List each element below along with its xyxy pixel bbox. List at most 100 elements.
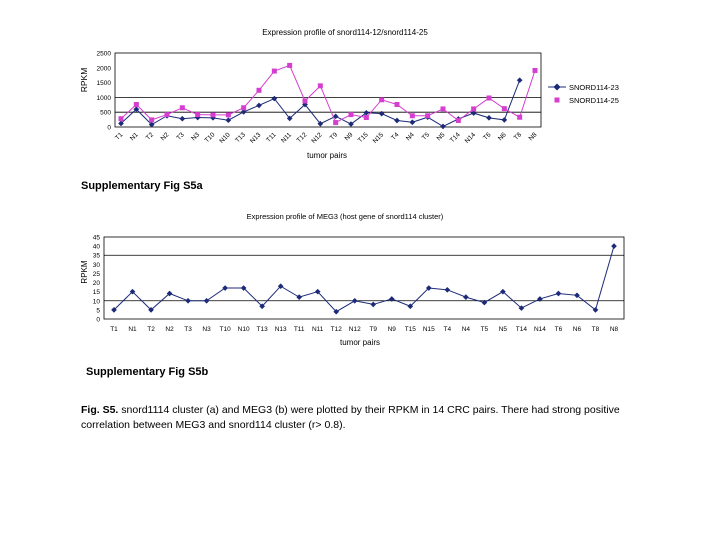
a-series-1-point bbox=[179, 115, 186, 122]
a-x-tick-label: T2 bbox=[145, 131, 156, 142]
a-series-2-point bbox=[471, 106, 477, 112]
b-y-tick-label: 30 bbox=[93, 262, 101, 269]
a-series-2-point bbox=[179, 105, 185, 111]
a-series-2-point bbox=[317, 83, 323, 89]
chart-b-y-ticks: 0 5 10 15 20 25 30 35 40 45 bbox=[93, 235, 101, 324]
b-series-1-point bbox=[203, 297, 210, 304]
b-y-tick-label: 10 bbox=[93, 298, 101, 305]
a-y-tick-label: 500 bbox=[100, 110, 111, 117]
a-series-2-point bbox=[379, 97, 385, 103]
chart-b-title: Expression profile of MEG3 (host gene of… bbox=[247, 212, 444, 221]
chart-b-gridlines bbox=[104, 254, 624, 302]
b-series-1-point bbox=[129, 288, 136, 295]
a-series-2-point bbox=[394, 102, 400, 108]
b-x-tick-label: T2 bbox=[147, 326, 155, 333]
a-x-tick-label: T6 bbox=[482, 131, 493, 142]
b-x-tick-label: N5 bbox=[499, 326, 508, 333]
b-series-1-point bbox=[259, 303, 265, 310]
b-y-tick-label: 0 bbox=[96, 317, 100, 324]
chart-a-plot-area bbox=[114, 52, 542, 128]
a-x-tick-label: N3 bbox=[190, 131, 201, 142]
a-series-2-point bbox=[271, 68, 277, 74]
a-series-2-point bbox=[195, 112, 201, 118]
b-series-1-point bbox=[185, 297, 191, 304]
b-series-1-point bbox=[370, 301, 377, 308]
a-x-tick-label: N6 bbox=[497, 131, 508, 142]
a-series-2-point bbox=[501, 106, 507, 112]
chart-a-y-ticks: 0 500 1000 1500 2000 2500 bbox=[97, 51, 112, 132]
b-y-tick-label: 5 bbox=[96, 307, 100, 314]
a-series-1-point bbox=[256, 102, 262, 109]
b-series-1-point bbox=[296, 294, 303, 300]
a-series-1-point bbox=[363, 109, 370, 116]
b-x-tick-label: T3 bbox=[184, 326, 192, 333]
b-series-1-point bbox=[407, 303, 414, 310]
a-x-tick-label: T1 bbox=[114, 131, 125, 142]
a-series-2-point bbox=[517, 114, 523, 120]
b-x-tick-label: N8 bbox=[610, 326, 619, 333]
a-series-1-point bbox=[317, 120, 324, 127]
legend-label-series-2: SNORD114-25 bbox=[569, 96, 619, 105]
b-series-1-point bbox=[222, 285, 228, 291]
a-x-tick-label: N2 bbox=[160, 131, 171, 142]
b-y-tick-label: 15 bbox=[93, 289, 101, 296]
b-series-1-point bbox=[537, 296, 543, 302]
a-series-2-point bbox=[302, 98, 308, 104]
chart-a-ylabel: RPKM bbox=[79, 68, 89, 93]
a-series-1-point bbox=[470, 110, 477, 116]
a-series-2-line bbox=[120, 64, 536, 124]
a-series-1-point bbox=[118, 120, 124, 127]
b-x-tick-label: T1 bbox=[110, 326, 118, 333]
b-series-1-point bbox=[111, 307, 117, 313]
chart-b-x-ticks: T1 N1 T2 N2 T3 N3 T10 N10 T13 N13 T11 N11 T12 N12 T9 N9… bbox=[110, 326, 618, 333]
a-series-1-point bbox=[378, 110, 385, 117]
chart-a: Expression profile of snord114-12/snord1… bbox=[79, 28, 619, 160]
chart-a-xlabel: tumor pairs bbox=[307, 151, 347, 160]
b-series-1-point bbox=[574, 292, 580, 299]
chart-b-xlabel: tumor pairs bbox=[340, 338, 380, 347]
a-series-2-point bbox=[210, 112, 216, 118]
a-series-2-point bbox=[256, 87, 262, 93]
a-series-2-point bbox=[241, 105, 247, 111]
a-y-tick-label: 2500 bbox=[97, 51, 112, 58]
b-x-tick-label: N2 bbox=[165, 326, 174, 333]
chart-b-plot-area bbox=[103, 236, 625, 320]
a-series-2-point bbox=[333, 120, 339, 126]
b-x-tick-label: N1 bbox=[128, 326, 137, 333]
legend-marker-series-2 bbox=[554, 97, 560, 103]
b-y-tick-label: 35 bbox=[93, 253, 101, 260]
a-series-2-point bbox=[287, 62, 293, 68]
b-series-1-point bbox=[314, 288, 321, 295]
b-x-tick-label: N9 bbox=[388, 326, 397, 333]
b-series-1-point bbox=[351, 297, 358, 304]
a-y-tick-label: 2000 bbox=[97, 65, 112, 72]
b-x-tick-label: T11 bbox=[294, 326, 305, 333]
a-x-tick-label: T5 bbox=[421, 131, 432, 142]
b-x-tick-label: N14 bbox=[534, 326, 546, 333]
a-series-1-point bbox=[332, 113, 339, 120]
b-series-1-point bbox=[481, 299, 488, 306]
b-x-tick-label: N3 bbox=[202, 326, 211, 333]
b-x-tick-label: N10 bbox=[238, 326, 250, 333]
b-x-tick-label: T10 bbox=[220, 326, 232, 333]
b-series-1-point bbox=[425, 285, 432, 291]
a-series-2-point bbox=[118, 116, 124, 122]
b-x-tick-label: T5 bbox=[481, 326, 489, 333]
b-y-tick-label: 40 bbox=[93, 244, 101, 251]
a-series-1-point bbox=[286, 115, 293, 122]
a-x-tick-label: T8 bbox=[513, 131, 524, 142]
b-series-1-point bbox=[444, 287, 451, 293]
b-series-1-point bbox=[148, 307, 154, 313]
b-series-1-line bbox=[113, 245, 615, 313]
a-x-tick-label: T3 bbox=[175, 131, 186, 142]
chart-b-series bbox=[111, 243, 617, 315]
a-x-tick-label: N8 bbox=[528, 131, 539, 142]
b-y-tick-label: 45 bbox=[93, 235, 101, 242]
b-series-1-point bbox=[388, 296, 395, 302]
a-y-tick-label: 1500 bbox=[97, 80, 112, 87]
a-series-2-point bbox=[440, 106, 446, 112]
b-series-1-point bbox=[592, 307, 599, 313]
a-x-tick-label: N1 bbox=[129, 131, 140, 142]
a-series-1-point bbox=[271, 95, 278, 102]
b-x-tick-label: N4 bbox=[462, 326, 471, 333]
